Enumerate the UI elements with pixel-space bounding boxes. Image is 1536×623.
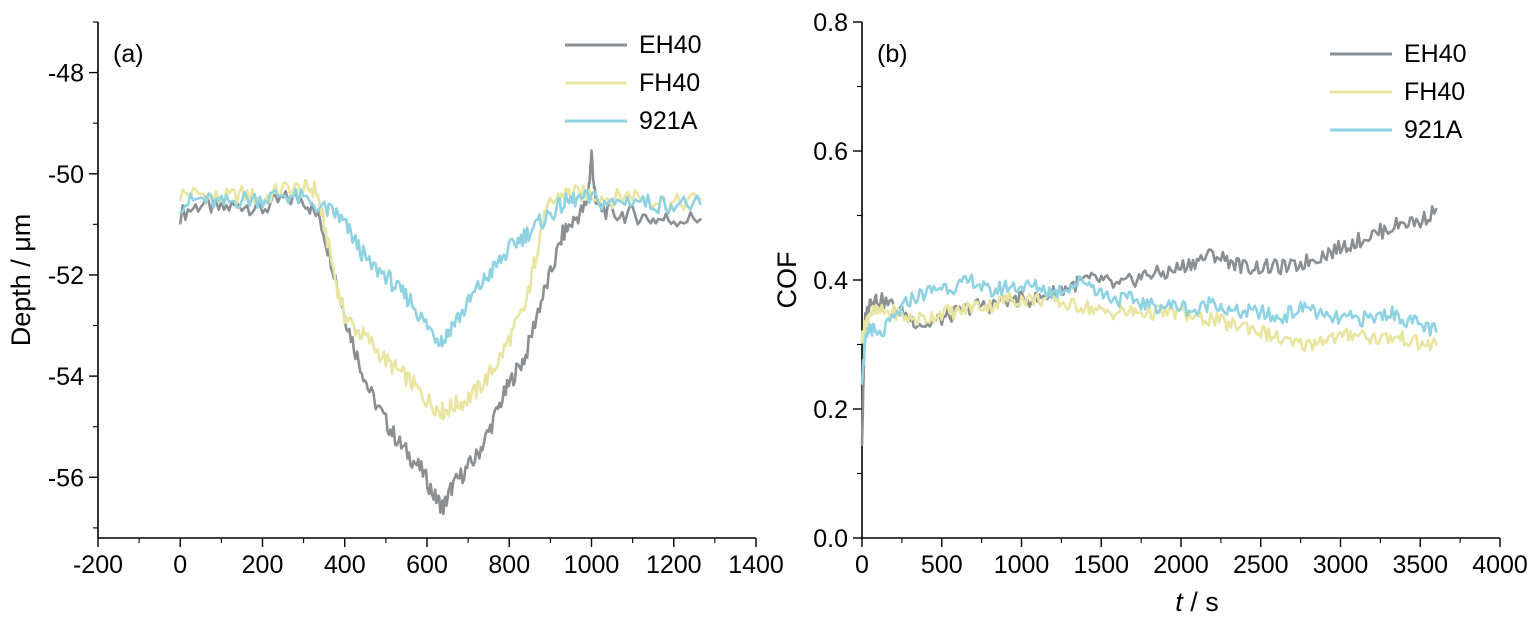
x-tick-label: -200 [73, 551, 123, 579]
y-tick-label: -52 [48, 262, 84, 290]
series-line-eh40 [860, 205, 1438, 447]
series-line-fh40 [860, 291, 1438, 353]
legend-label: 921A [639, 107, 698, 135]
x-axis-title-italic: t [1175, 587, 1184, 617]
panel-label: (b) [877, 40, 908, 68]
series-line-921a [179, 187, 702, 348]
x-tick-label: 2000 [1153, 551, 1209, 579]
series-line-921a [860, 273, 1438, 385]
x-tick-label: 0 [173, 551, 187, 579]
y-tick-label: 0.2 [813, 396, 848, 424]
y-tick-label: -56 [48, 464, 84, 492]
x-tick-label: 1000 [994, 551, 1050, 579]
x-tick-label: 600 [406, 551, 448, 579]
x-tick-label: 1400 [728, 551, 784, 579]
panel-label: (a) [113, 40, 144, 68]
y-tick-label: 0.6 [813, 138, 848, 166]
panel-a-depth-profile: -200 0 200 400 600 800 1000 1200 1400 -48 -50 -52 -5… [6, 21, 784, 579]
x-tick-label: 1200 [646, 551, 702, 579]
x-tick-label: 400 [324, 551, 366, 579]
x-tick-label: 4000 [1472, 551, 1528, 579]
panel-b-cof-vs-time: 0 500 1000 1500 2000 2500 3000 3500 4000 0.0 0.2 0.… [772, 9, 1528, 617]
x-tick-label: 200 [242, 551, 284, 579]
x-axis-title-rest: / s [1183, 587, 1219, 617]
y-tick-label: 0.8 [813, 9, 848, 37]
x-tick-label: 3500 [1392, 551, 1448, 579]
series-line-eh40 [179, 149, 702, 516]
series-line-fh40 [179, 178, 702, 421]
x-tick-label: 800 [488, 551, 530, 579]
legend-label: EH40 [639, 31, 702, 59]
y-tick-label: 0.0 [813, 525, 848, 553]
x-tick-label: 3000 [1313, 551, 1369, 579]
y-axis-title: Depth / μm [6, 214, 36, 347]
legend-label: FH40 [639, 69, 700, 97]
y-tick-label: 0.4 [813, 267, 848, 295]
x-tick-label: 500 [921, 551, 963, 579]
x-tick-label: 2500 [1233, 551, 1289, 579]
legend-label: FH40 [1404, 78, 1465, 106]
legend-label: EH40 [1404, 40, 1467, 68]
y-tick-label: -48 [48, 60, 84, 88]
legend-label: 921A [1404, 116, 1463, 144]
y-tick-label: -54 [48, 363, 84, 391]
x-tick-label: 0 [855, 551, 869, 579]
x-tick-label: 1000 [564, 551, 620, 579]
y-axis-title: COF [772, 252, 802, 309]
y-tick-label: -50 [48, 161, 84, 189]
x-axis-title: t / s [1175, 587, 1219, 617]
x-tick-label: 1500 [1073, 551, 1129, 579]
